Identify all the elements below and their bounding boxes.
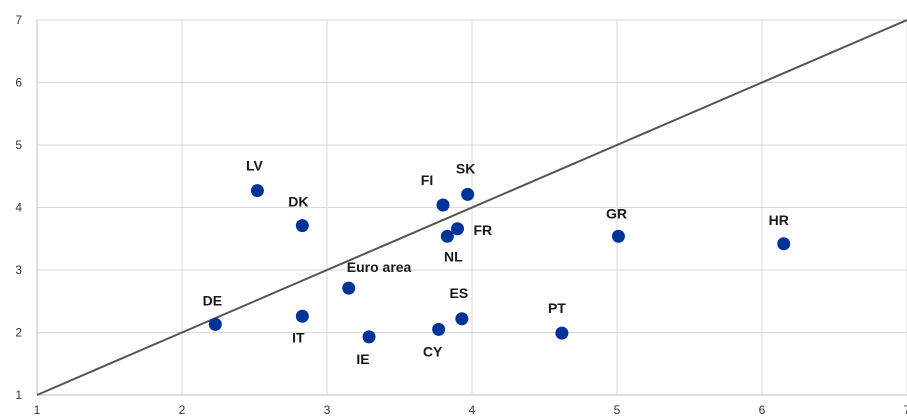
point-label: PT — [548, 300, 566, 316]
point-label: DE — [203, 292, 222, 308]
data-point — [611, 229, 625, 243]
point-label: CY — [423, 343, 443, 359]
data-point — [295, 219, 309, 233]
point-label: HR — [769, 212, 789, 228]
x-tick-label: 1 — [34, 403, 41, 417]
data-point — [342, 281, 356, 295]
point-label: NL — [444, 248, 463, 264]
y-tick-label: 5 — [15, 138, 22, 152]
data-point — [461, 187, 475, 201]
data-point — [455, 312, 469, 326]
x-tick-label: 5 — [614, 403, 621, 417]
data-point — [777, 237, 791, 251]
data-point — [451, 222, 464, 236]
point-label: ES — [450, 285, 469, 301]
point-label: FR — [474, 222, 493, 238]
x-tick-label: 7 — [904, 403, 907, 417]
data-point — [432, 322, 446, 336]
point-label: IT — [292, 329, 305, 345]
x-tick-label: 4 — [469, 403, 476, 417]
y-tick-label: 7 — [15, 13, 22, 27]
reference-line-layer — [36, 19, 907, 396]
x-tick-label: 2 — [179, 403, 186, 417]
data-points — [208, 184, 791, 344]
data-point — [436, 198, 450, 212]
y-tick-label: 4 — [15, 201, 22, 215]
data-point — [440, 229, 454, 243]
data-point — [208, 317, 222, 331]
x-tick-label: 6 — [759, 403, 766, 417]
x-tick-label: 3 — [324, 403, 331, 417]
point-label: FI — [421, 172, 433, 188]
data-point — [250, 184, 264, 198]
point-label: SK — [456, 160, 475, 176]
data-point — [362, 330, 376, 344]
y-tick-label: 1 — [15, 388, 22, 402]
point-label: Euro area — [347, 259, 412, 275]
y-tick-label: 6 — [15, 76, 22, 90]
point-label: DK — [288, 194, 308, 210]
point-label: IE — [356, 351, 369, 367]
point-label: LV — [246, 158, 264, 174]
reference-line — [36, 19, 907, 396]
data-point — [555, 326, 569, 340]
y-tick-label: 2 — [15, 326, 22, 340]
point-label: GR — [606, 205, 627, 221]
y-tick-label: 3 — [15, 263, 22, 277]
axis-ticks: 1 2 3 4 5 6 7 1 2 3 4 5 6 7 — [15, 13, 907, 417]
data-point — [295, 309, 309, 323]
point-labels: LV DK DE IT IE Euro area FI SK FR NL ES CY PT GR HR — [203, 158, 789, 367]
